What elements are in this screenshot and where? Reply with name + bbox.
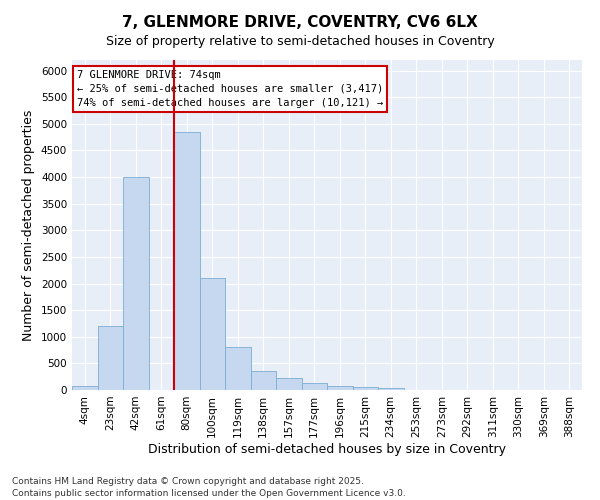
Text: 7 GLENMORE DRIVE: 74sqm
← 25% of semi-detached houses are smaller (3,417)
74% of: 7 GLENMORE DRIVE: 74sqm ← 25% of semi-de… [77, 70, 383, 108]
Text: Contains HM Land Registry data © Crown copyright and database right 2025.
Contai: Contains HM Land Registry data © Crown c… [12, 476, 406, 498]
Bar [353, 388, 378, 390]
Text: 7, GLENMORE DRIVE, COVENTRY, CV6 6LX: 7, GLENMORE DRIVE, COVENTRY, CV6 6LX [122, 15, 478, 30]
Bar [72, 386, 97, 390]
Bar [97, 326, 123, 390]
Y-axis label: Number of semi-detached properties: Number of semi-detached properties [22, 110, 35, 340]
Bar [225, 348, 251, 390]
Bar [276, 378, 302, 390]
X-axis label: Distribution of semi-detached houses by size in Coventry: Distribution of semi-detached houses by … [148, 442, 506, 456]
Bar [327, 386, 353, 390]
Bar [123, 177, 149, 390]
Bar [378, 388, 404, 390]
Bar [251, 372, 276, 390]
Text: Size of property relative to semi-detached houses in Coventry: Size of property relative to semi-detach… [106, 35, 494, 48]
Bar [302, 383, 327, 390]
Bar [174, 132, 199, 390]
Bar [199, 278, 225, 390]
